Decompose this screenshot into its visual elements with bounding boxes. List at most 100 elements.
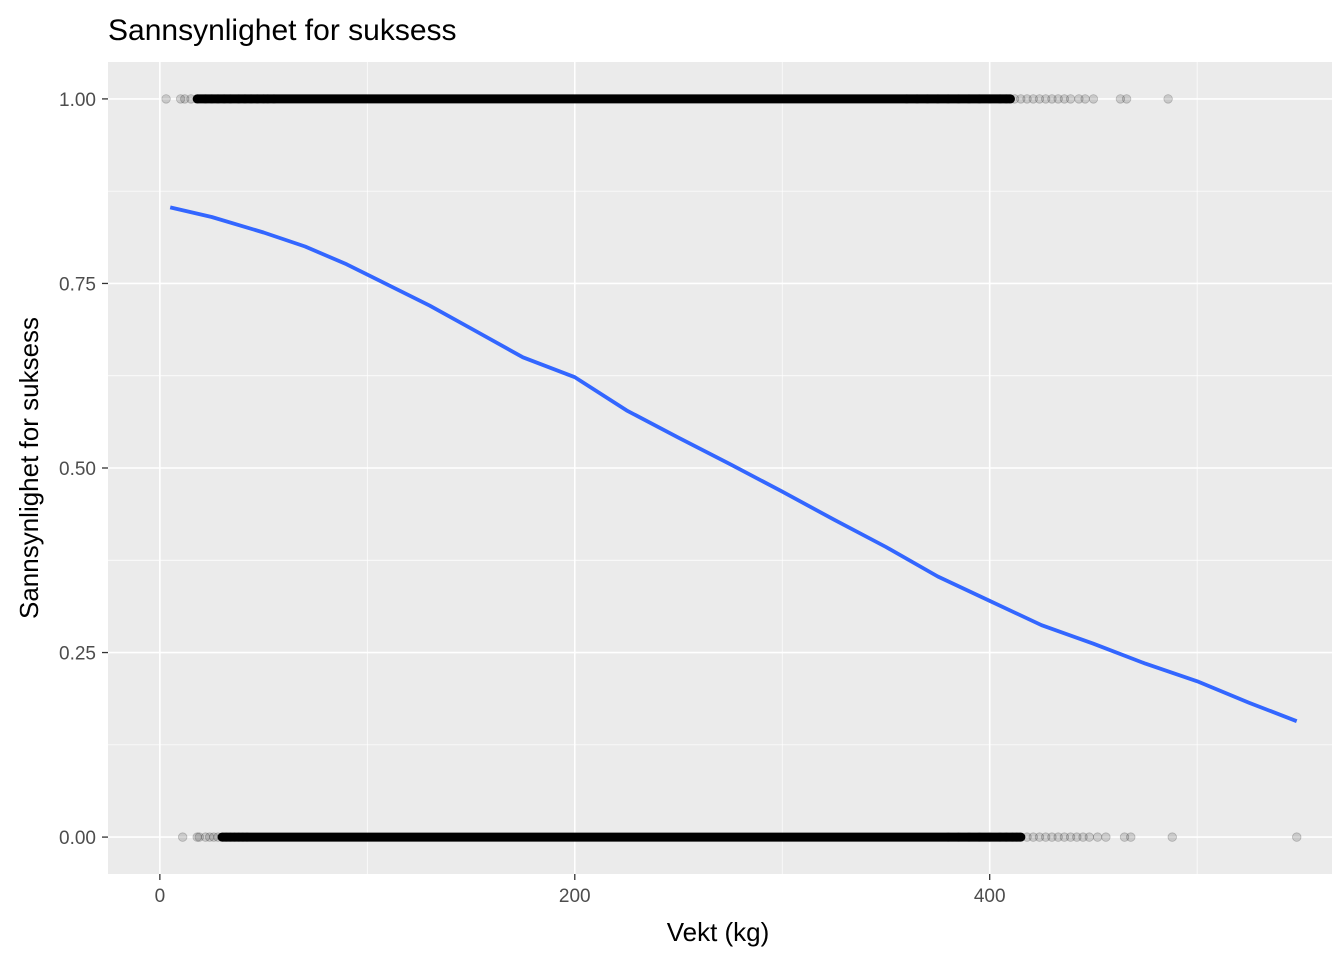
data-point [221, 832, 231, 842]
data-point [1065, 94, 1076, 104]
data-points [161, 94, 1302, 842]
data-point [995, 832, 1005, 842]
data-point [213, 94, 223, 104]
data-point [1121, 94, 1132, 104]
data-point [263, 94, 273, 104]
data-point [933, 94, 943, 104]
data-point [233, 832, 244, 842]
x-axis-title: Vekt (kg) [667, 917, 770, 947]
data-point [1016, 832, 1026, 842]
data-point [984, 94, 995, 104]
data-point [1007, 832, 1018, 842]
data-point [225, 94, 236, 104]
data-point [943, 832, 953, 842]
data-point [1167, 832, 1177, 842]
data-point [1092, 832, 1103, 842]
data-point [1059, 94, 1070, 104]
y-tick-label: 0.00 [59, 828, 96, 849]
data-point [1028, 94, 1038, 104]
data-point [1022, 94, 1032, 104]
data-point [180, 94, 190, 104]
y-tick-label: 0.25 [59, 644, 96, 665]
data-point [1126, 832, 1136, 842]
data-point [229, 832, 240, 842]
data-point [1047, 94, 1057, 104]
x-tick-label: 400 [974, 886, 1006, 907]
data-point [200, 832, 211, 842]
data-point [217, 832, 227, 842]
data-point [943, 94, 953, 104]
data-point [1005, 94, 1016, 104]
y-tick-label: 0.50 [59, 459, 96, 480]
x-tick-label: 0 [155, 886, 166, 907]
data-point [1059, 832, 1070, 842]
data-point [902, 94, 912, 104]
y-tick-label: 1.00 [59, 90, 96, 111]
data-point [240, 94, 250, 104]
data-point [161, 94, 171, 104]
data-point [238, 832, 248, 842]
data-point [953, 832, 964, 842]
data-point [269, 94, 279, 104]
data-point [1074, 94, 1084, 104]
data-point [984, 832, 995, 842]
data-point [1053, 832, 1063, 842]
data-point [1034, 832, 1045, 842]
data-point [1022, 832, 1032, 842]
data-point [209, 832, 219, 842]
data-point [1072, 832, 1082, 842]
data-point [225, 832, 236, 842]
data-point [252, 94, 263, 104]
data-point [922, 94, 933, 104]
data-point [1028, 832, 1038, 842]
data-point [1041, 94, 1051, 104]
data-point [953, 94, 964, 104]
data-point [192, 94, 202, 104]
data-point [192, 832, 202, 842]
data-point [1163, 94, 1173, 104]
fit-line [169, 205, 1298, 723]
data-point [995, 94, 1005, 104]
data-point [242, 832, 252, 842]
data-point [912, 94, 922, 104]
x-tick-label: 200 [559, 886, 591, 907]
data-point [1088, 94, 1099, 104]
data-point [233, 94, 244, 104]
data-point [974, 832, 985, 842]
data-point [1084, 832, 1094, 842]
data-point [1001, 832, 1011, 842]
data-point [204, 832, 215, 842]
data-point [194, 832, 204, 842]
data-point [1034, 94, 1045, 104]
data-point [1016, 94, 1026, 104]
data-point [1009, 94, 1020, 104]
data-point [186, 94, 196, 104]
data-point [1065, 832, 1076, 842]
data-point [964, 94, 974, 104]
fit-line-layer [169, 205, 1298, 723]
data-point [1292, 832, 1302, 842]
data-point [1053, 94, 1063, 104]
data-point [964, 832, 974, 842]
data-point [258, 94, 269, 104]
chart-title: Sannsynlighet for suksess [108, 14, 457, 47]
data-point [175, 94, 186, 104]
data-point [1047, 832, 1057, 842]
data-point [207, 94, 217, 104]
data-point [974, 94, 985, 104]
data-point [200, 94, 211, 104]
axis-ticks: 0 200 400 0.00 0.25 0.50 0.75 1.00 [59, 90, 1006, 907]
data-point [219, 94, 229, 104]
y-axis-title: Sannsynlighet for suksess [14, 317, 44, 619]
data-point [177, 832, 188, 842]
data-point [1080, 94, 1090, 104]
data-point [1041, 832, 1051, 842]
data-point [1001, 94, 1011, 104]
y-tick-label: 0.75 [59, 274, 96, 295]
data-point [213, 832, 223, 842]
data-point [1011, 832, 1022, 842]
data-point [1101, 832, 1111, 842]
data-point [1115, 94, 1126, 104]
data-point [1078, 832, 1088, 842]
